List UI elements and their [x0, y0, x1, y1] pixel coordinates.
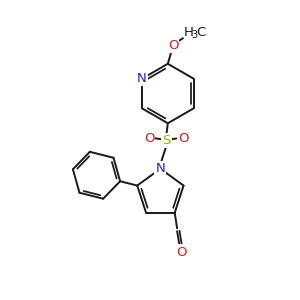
- Text: C: C: [196, 26, 205, 39]
- Text: N: N: [137, 72, 147, 85]
- Text: H: H: [184, 26, 194, 39]
- Text: 3: 3: [191, 30, 197, 40]
- Text: O: O: [144, 132, 154, 145]
- Text: N: N: [155, 162, 165, 175]
- Text: O: O: [176, 245, 187, 259]
- Text: S: S: [162, 134, 170, 147]
- Text: O: O: [178, 132, 189, 145]
- Text: O: O: [168, 39, 178, 52]
